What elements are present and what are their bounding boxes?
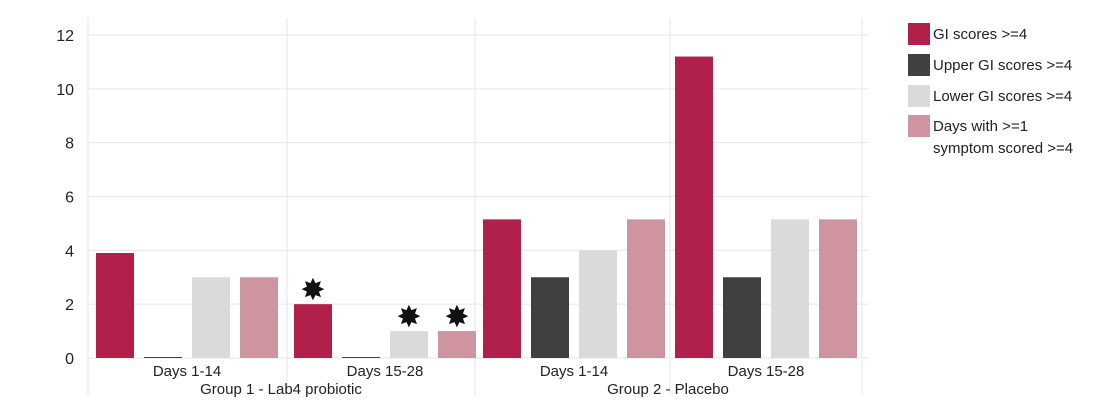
y-tick-label: 12 — [56, 28, 74, 45]
legend-swatch — [908, 85, 930, 107]
x-category-label: Days 15-28 — [347, 363, 424, 380]
bars — [96, 56, 857, 359]
bar — [675, 56, 713, 359]
bar — [342, 357, 380, 358]
bar — [294, 304, 332, 358]
legend-label: Days with >=1 — [933, 118, 1028, 135]
bar — [723, 277, 761, 358]
y-axis-ticks: 0 2 4 6 8 10 12 — [56, 28, 74, 368]
legend-swatch — [908, 54, 930, 76]
legend-label: Upper GI scores >=4 — [933, 57, 1072, 74]
bar — [390, 331, 428, 358]
x-category-label: Days 15-28 — [728, 363, 805, 380]
y-tick-label: 2 — [65, 297, 74, 314]
x-group-label: Group 2 - Placebo — [607, 381, 729, 398]
significance-asterisk: ✸ — [444, 300, 469, 335]
significance-asterisk: ✸ — [396, 300, 421, 335]
bar — [531, 277, 569, 358]
y-tick-label: 6 — [65, 190, 74, 207]
legend-label: GI scores >=4 — [933, 26, 1027, 43]
y-tick-label: 4 — [65, 243, 74, 260]
x-group-label: Group 1 - Lab4 probiotic — [200, 381, 362, 398]
bar — [96, 253, 134, 358]
bar — [771, 219, 809, 358]
bar — [819, 219, 857, 358]
legend: GI scores >=4 Upper GI scores >=4 Lower GI… — [908, 23, 1073, 157]
bar — [144, 357, 182, 358]
y-tick-label: 0 — [65, 351, 74, 368]
x-axis-labels: Days 1-14 Days 15-28 Days 1-14 Days 15-28Gr… — [153, 363, 805, 398]
y-tick-label: 8 — [65, 136, 74, 153]
significance-asterisk: ✸ — [300, 273, 325, 308]
annotations: ✸ ✸ ✸ — [300, 273, 469, 335]
legend-swatch — [908, 115, 930, 137]
legend-swatch — [908, 23, 930, 45]
legend-label: Lower GI scores >=4 — [933, 88, 1072, 105]
bar — [438, 331, 476, 358]
bar — [192, 277, 230, 358]
y-tick-label: 10 — [56, 82, 74, 99]
legend-label: symptom scored >=4 — [933, 140, 1073, 157]
bar — [579, 250, 617, 358]
bar — [483, 219, 521, 358]
x-category-label: Days 1-14 — [153, 363, 221, 380]
bar — [240, 277, 278, 358]
x-category-label: Days 1-14 — [540, 363, 608, 380]
bar — [627, 219, 665, 358]
